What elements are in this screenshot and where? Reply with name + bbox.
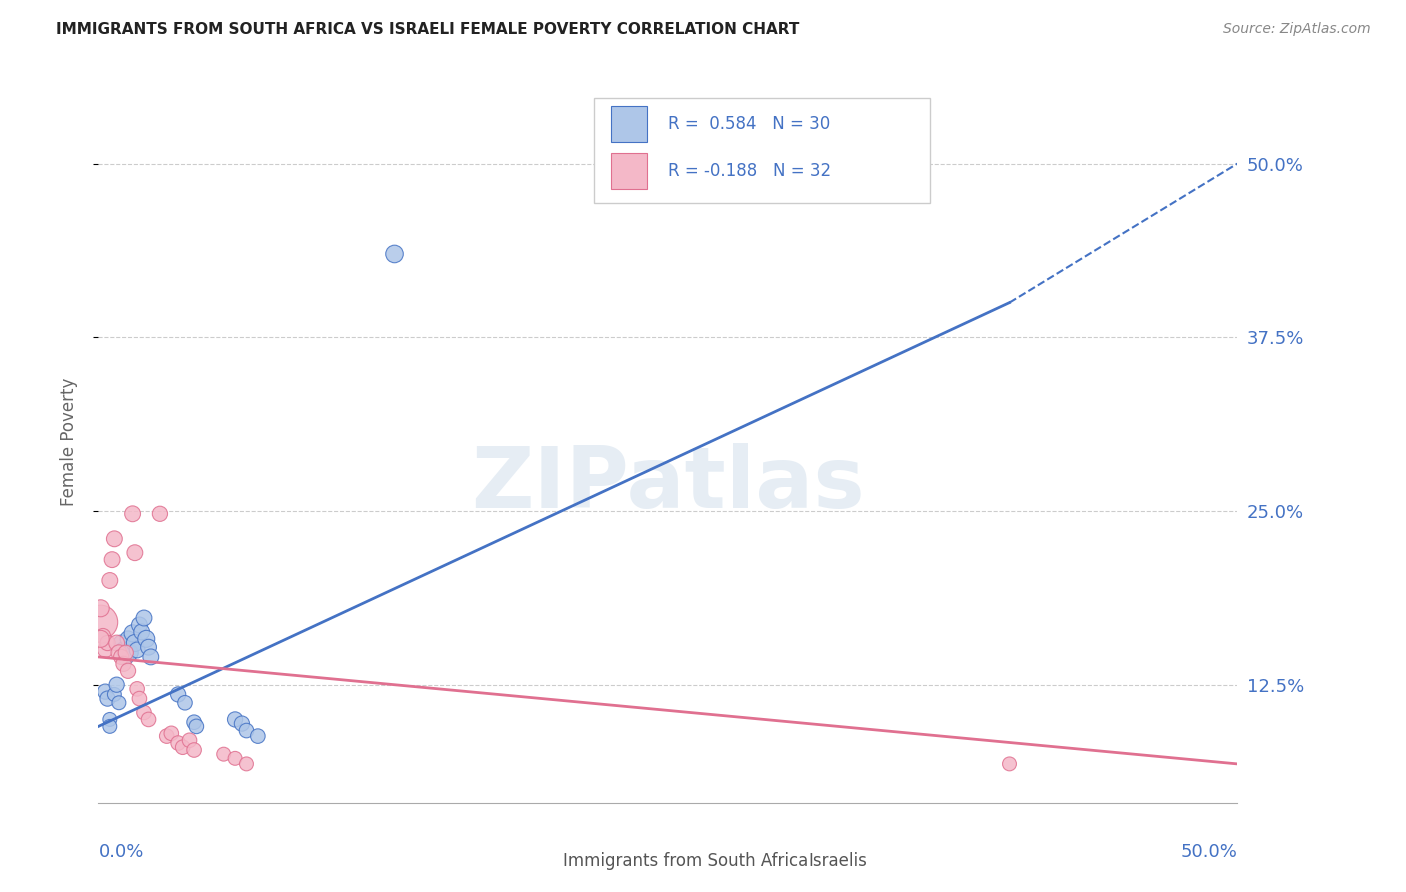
Point <box>139 649 162 664</box>
Point <box>127 643 149 657</box>
Point <box>90 632 112 646</box>
Bar <box>612 105 647 142</box>
Point <box>110 649 132 664</box>
Point <box>212 747 235 761</box>
Point <box>98 719 121 733</box>
Point <box>174 696 197 710</box>
Point <box>90 601 112 615</box>
Point <box>138 713 160 727</box>
Point <box>127 681 149 696</box>
Point <box>114 649 136 664</box>
Point <box>98 574 121 588</box>
Point <box>172 740 194 755</box>
Point <box>183 743 205 757</box>
Point <box>135 632 157 646</box>
Point <box>128 691 150 706</box>
Point <box>183 715 205 730</box>
Point <box>98 713 121 727</box>
Point <box>131 624 153 639</box>
Point <box>132 706 155 720</box>
Point <box>167 736 190 750</box>
Point <box>124 546 146 560</box>
Point <box>94 643 117 657</box>
Point <box>121 626 143 640</box>
Bar <box>612 153 647 189</box>
Point <box>96 691 118 706</box>
Point <box>246 729 269 743</box>
Point <box>91 629 114 643</box>
Point <box>121 507 143 521</box>
Point <box>117 632 139 646</box>
Bar <box>776 852 801 870</box>
Point <box>128 618 150 632</box>
Point <box>90 615 112 630</box>
Point <box>114 646 136 660</box>
Point <box>112 657 135 671</box>
Point <box>105 678 128 692</box>
Point <box>103 532 125 546</box>
Point <box>105 636 128 650</box>
Point <box>156 729 179 743</box>
Point <box>179 733 201 747</box>
Point <box>124 636 146 650</box>
Text: Source: ZipAtlas.com: Source: ZipAtlas.com <box>1223 22 1371 37</box>
FancyBboxPatch shape <box>593 98 929 203</box>
Point <box>108 696 131 710</box>
Y-axis label: Female Poverty: Female Poverty <box>59 377 77 506</box>
Text: 0.0%: 0.0% <box>98 843 143 861</box>
Point <box>160 726 183 740</box>
Point <box>96 636 118 650</box>
Point <box>120 646 142 660</box>
Text: IMMIGRANTS FROM SOUTH AFRICA VS ISRAELI FEMALE POVERTY CORRELATION CHART: IMMIGRANTS FROM SOUTH AFRICA VS ISRAELI … <box>56 22 800 37</box>
Point <box>110 636 132 650</box>
Point <box>167 687 190 701</box>
Point <box>94 684 117 698</box>
Point <box>224 751 246 765</box>
Point <box>101 552 124 566</box>
Point <box>231 716 253 731</box>
Point <box>108 646 131 660</box>
Point <box>224 713 246 727</box>
Text: R = -0.188   N = 32: R = -0.188 N = 32 <box>668 161 831 179</box>
Point <box>186 719 208 733</box>
Point <box>138 640 160 655</box>
Point <box>112 643 135 657</box>
Point <box>235 723 257 738</box>
Point <box>103 687 125 701</box>
Text: 50.0%: 50.0% <box>1181 843 1237 861</box>
Point <box>149 507 172 521</box>
Point <box>384 247 406 261</box>
Point <box>998 756 1021 771</box>
Text: R =  0.584   N = 30: R = 0.584 N = 30 <box>668 115 830 133</box>
Point <box>235 756 257 771</box>
Text: Immigrants from South Africa: Immigrants from South Africa <box>562 852 808 870</box>
Text: Israelis: Israelis <box>808 852 868 870</box>
Point <box>132 611 155 625</box>
Bar <box>531 852 557 870</box>
Point <box>117 664 139 678</box>
Text: ZIPatlas: ZIPatlas <box>471 443 865 526</box>
